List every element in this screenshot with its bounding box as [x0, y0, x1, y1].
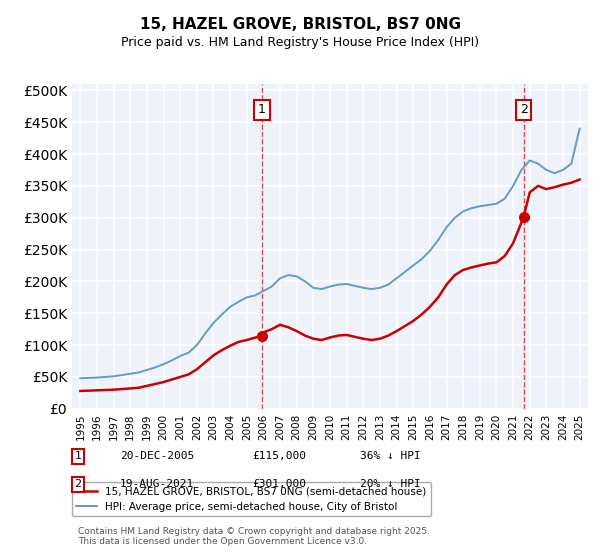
Legend: 15, HAZEL GROVE, BRISTOL, BS7 0NG (semi-detached house), HPI: Average price, sem: 15, HAZEL GROVE, BRISTOL, BS7 0NG (semi-…	[72, 482, 431, 516]
Text: Price paid vs. HM Land Registry's House Price Index (HPI): Price paid vs. HM Land Registry's House …	[121, 36, 479, 49]
Text: 20% ↓ HPI: 20% ↓ HPI	[360, 479, 421, 489]
Text: 2: 2	[74, 479, 82, 489]
Text: £301,000: £301,000	[252, 479, 306, 489]
Text: Contains HM Land Registry data © Crown copyright and database right 2025.
This d: Contains HM Land Registry data © Crown c…	[78, 526, 430, 546]
Text: 20-DEC-2005: 20-DEC-2005	[120, 451, 194, 461]
Text: 1: 1	[74, 451, 82, 461]
Text: 36% ↓ HPI: 36% ↓ HPI	[360, 451, 421, 461]
Text: 19-AUG-2021: 19-AUG-2021	[120, 479, 194, 489]
Text: 2: 2	[520, 104, 527, 116]
Text: 1: 1	[258, 104, 266, 116]
Text: £115,000: £115,000	[252, 451, 306, 461]
Text: 15, HAZEL GROVE, BRISTOL, BS7 0NG: 15, HAZEL GROVE, BRISTOL, BS7 0NG	[139, 17, 461, 32]
